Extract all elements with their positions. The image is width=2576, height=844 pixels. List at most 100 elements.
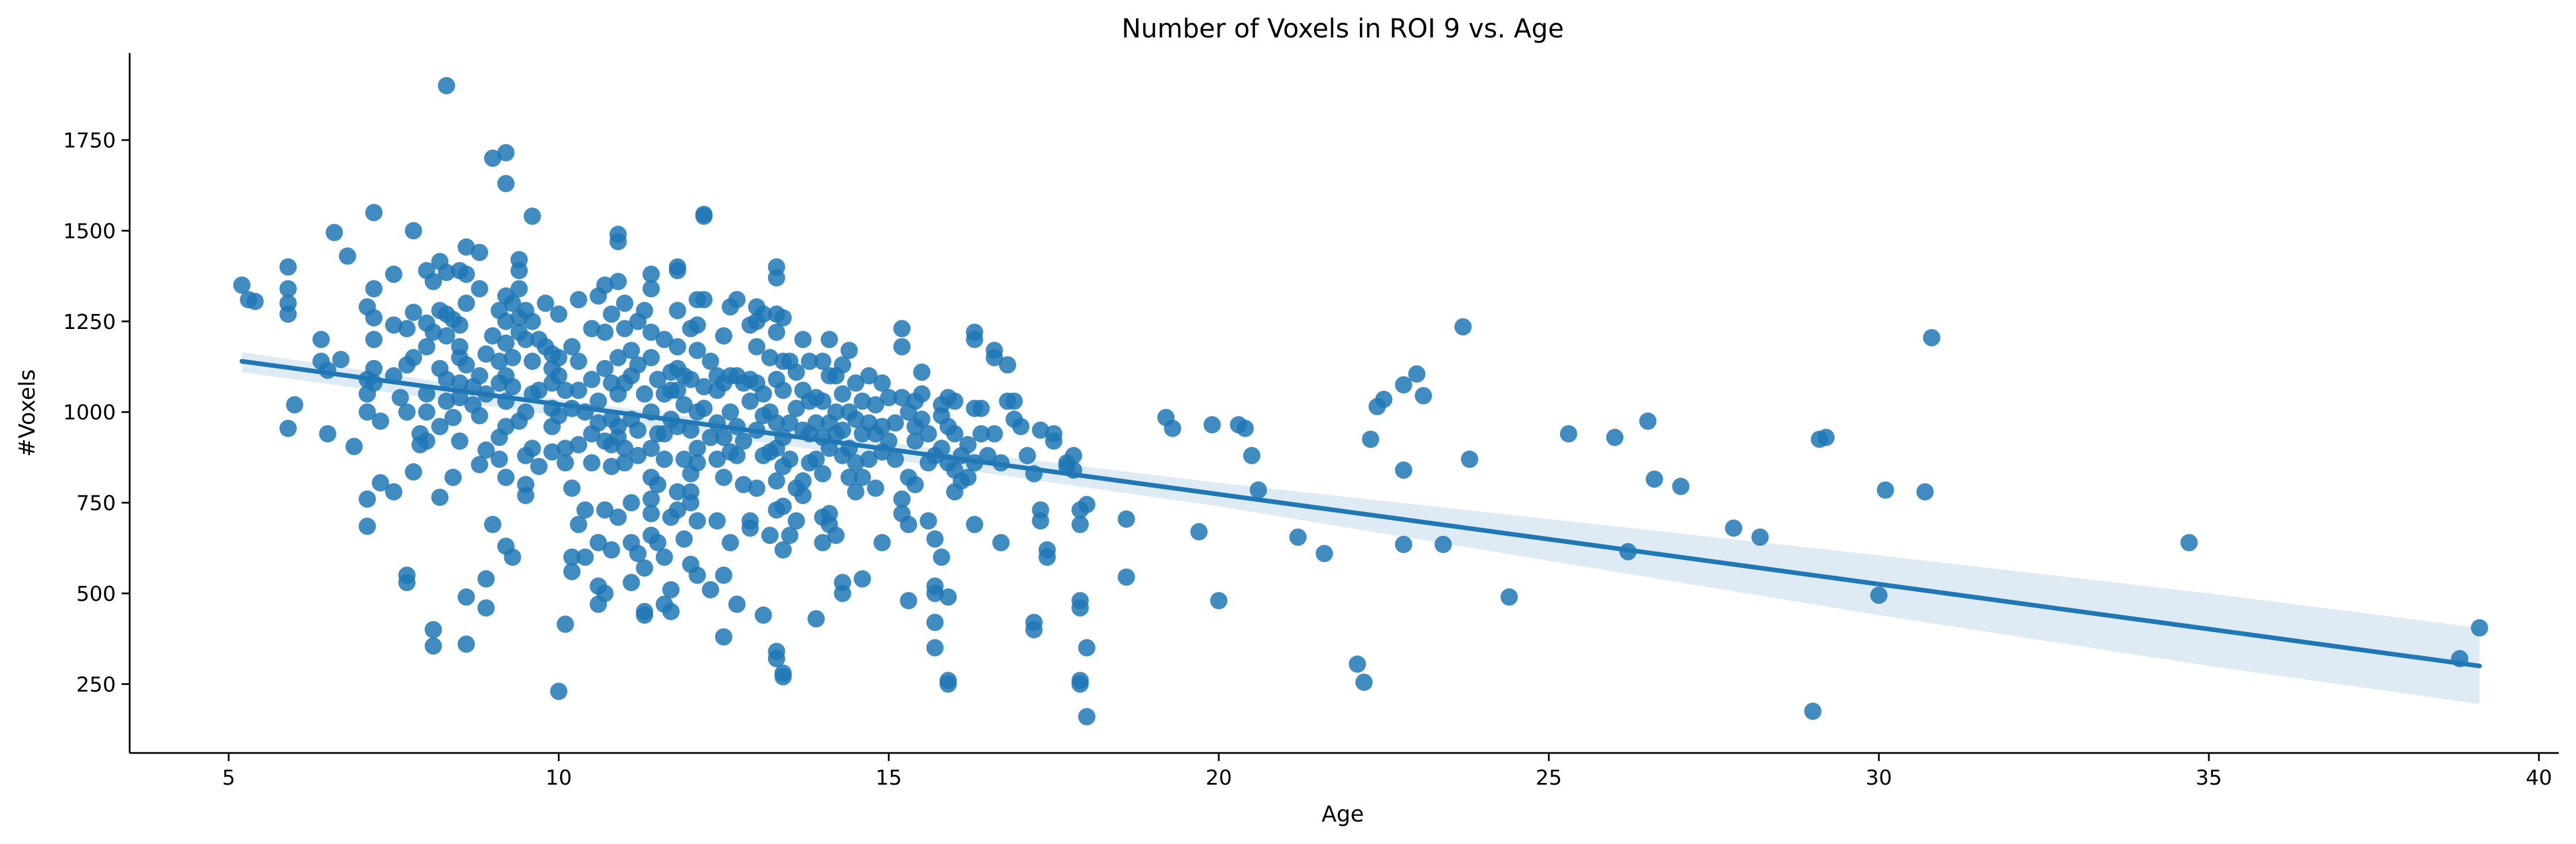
data-point: [794, 331, 812, 349]
data-point: [689, 566, 706, 584]
data-point: [853, 570, 871, 588]
data-point: [279, 419, 297, 437]
data-point: [708, 451, 726, 468]
data-point: [768, 472, 785, 490]
data-point: [1414, 387, 1432, 404]
data-point: [992, 533, 1010, 551]
data-point: [504, 378, 522, 396]
data-point: [444, 468, 462, 486]
data-point: [365, 309, 383, 327]
data-point: [557, 381, 574, 399]
data-point: [873, 418, 891, 436]
data-point: [424, 272, 442, 290]
data-point: [477, 441, 495, 459]
data-point: [583, 454, 600, 472]
data-point: [668, 501, 686, 519]
data-point: [497, 175, 515, 192]
data-point: [1645, 470, 1663, 488]
data-point: [477, 345, 495, 363]
data-point: [418, 403, 436, 421]
data-point: [497, 144, 515, 162]
data-point: [398, 320, 416, 338]
data-point: [1804, 702, 1822, 720]
data-point: [339, 247, 356, 265]
data-point: [1395, 536, 1412, 553]
data-point: [668, 483, 686, 501]
data-point: [424, 621, 442, 638]
data-point: [675, 530, 693, 548]
data-point: [471, 244, 489, 262]
data-point: [689, 454, 706, 472]
data-point: [642, 323, 660, 341]
data-point: [701, 429, 719, 446]
chart-title: Number of Voxels in ROI 9 vs. Age: [1121, 13, 1564, 44]
data-point: [418, 432, 436, 450]
data-point: [715, 468, 732, 486]
data-point: [405, 463, 422, 481]
data-point: [999, 356, 1017, 374]
data-point: [741, 392, 759, 410]
data-point: [437, 77, 455, 94]
data-point: [807, 414, 825, 432]
data-point: [959, 436, 977, 453]
y-tick-label: 250: [76, 673, 116, 697]
data-point: [424, 323, 442, 341]
data-point: [458, 266, 475, 283]
data-point: [1210, 592, 1227, 610]
data-point: [636, 302, 654, 319]
data-point: [596, 323, 614, 341]
data-point: [682, 370, 700, 388]
data-point: [642, 266, 660, 283]
data-point: [504, 294, 522, 312]
data-point: [405, 349, 422, 366]
data-point: [609, 225, 627, 243]
data-point: [345, 438, 363, 455]
data-point: [622, 342, 640, 359]
data-point: [880, 432, 898, 450]
data-point: [523, 353, 541, 370]
data-point: [523, 207, 541, 225]
data-point: [715, 566, 732, 584]
x-tick-label: 30: [1865, 766, 1892, 790]
y-axis-ticks: 250 500 750 1000 1250 1500 1750: [63, 129, 130, 697]
data-point: [418, 385, 436, 403]
data-point: [695, 207, 713, 225]
data-point: [972, 399, 990, 417]
data-point: [1045, 432, 1063, 450]
data-point: [668, 381, 686, 399]
data-point: [1243, 446, 1261, 464]
data-point: [279, 258, 297, 276]
data-point: [735, 432, 753, 450]
data-point: [405, 222, 422, 240]
x-tick-label: 35: [2196, 766, 2222, 790]
data-point: [655, 331, 673, 349]
data-point: [768, 414, 785, 432]
data-point: [1500, 588, 1518, 606]
data-point: [985, 425, 1003, 442]
data-point: [458, 294, 475, 312]
data-point: [458, 356, 475, 374]
data-point: [1375, 391, 1393, 408]
data-point: [609, 272, 627, 290]
data-point: [689, 342, 706, 359]
data-point: [530, 381, 548, 399]
data-point: [695, 399, 713, 417]
data-point: [1922, 329, 1940, 347]
data-point: [2180, 533, 2198, 551]
data-point: [946, 425, 964, 442]
data-point: [616, 320, 633, 338]
data-point: [754, 305, 772, 323]
data-point: [649, 370, 667, 388]
data-point: [1362, 430, 1380, 448]
data-point: [886, 451, 904, 468]
data-point: [814, 465, 832, 483]
data-point: [906, 432, 924, 450]
data-point: [1725, 519, 1743, 537]
data-point: [715, 327, 732, 345]
data-point: [1454, 318, 1472, 336]
data-point: [517, 403, 535, 421]
data-point: [1018, 446, 1036, 464]
x-tick-label: 15: [875, 766, 902, 790]
data-point: [603, 457, 621, 475]
data-point: [2471, 619, 2488, 637]
